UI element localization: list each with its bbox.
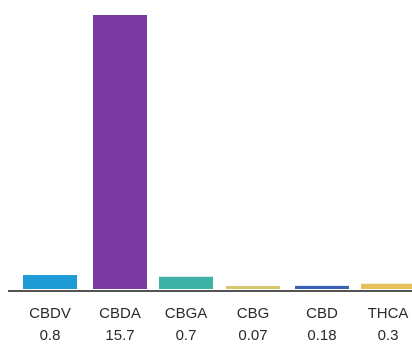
category-labels: CBDV CBDA CBGA CBG CBD THCA <box>29 305 408 322</box>
value-label-cbda: 15.7 <box>105 327 134 344</box>
bar-cbga <box>159 276 213 289</box>
value-label-thca: 0.3 <box>378 327 399 344</box>
category-label-cbda: CBDA <box>99 305 141 322</box>
value-label-cbga: 0.7 <box>176 327 197 344</box>
category-label-thca: THCA <box>368 305 409 322</box>
bar-thca <box>361 283 412 289</box>
category-label-cbga: CBGA <box>165 305 208 322</box>
bar-cbdv <box>23 275 77 289</box>
value-label-cbg: 0.07 <box>238 327 267 344</box>
bar-cbg <box>226 286 280 289</box>
value-label-cbdv: 0.8 <box>40 327 61 344</box>
category-label-cbd: CBD <box>306 305 338 322</box>
value-label-cbd: 0.18 <box>307 327 336 344</box>
bar-cbd <box>295 285 349 289</box>
bars-group <box>23 15 412 289</box>
value-labels: 0.8 15.7 0.7 0.07 0.18 0.3 <box>40 327 399 344</box>
category-label-cbg: CBG <box>237 305 270 322</box>
bar-cbda <box>93 15 147 289</box>
category-label-cbdv: CBDV <box>29 305 71 322</box>
